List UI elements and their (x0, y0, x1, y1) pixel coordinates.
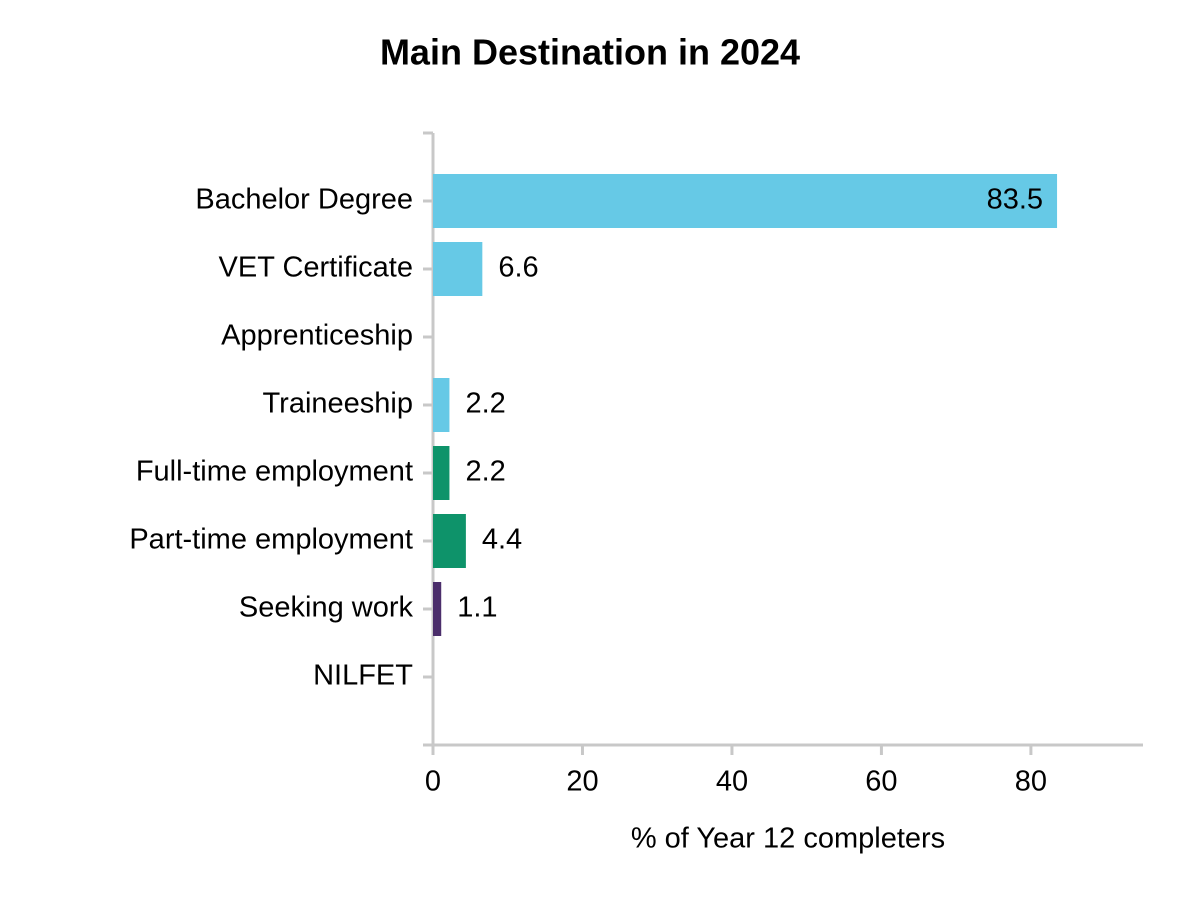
bar (433, 514, 466, 568)
y-tick-label: Part-time employment (129, 524, 413, 556)
value-label: 4.4 (482, 524, 522, 556)
y-tick-label: Apprenticeship (221, 320, 413, 352)
value-label: 2.2 (465, 456, 505, 488)
bar (433, 174, 1058, 228)
x-tick-label: 20 (566, 766, 598, 798)
x-tick-label: 80 (1015, 766, 1047, 798)
y-tick-label: Bachelor Degree (195, 184, 413, 216)
y-tick-label: Traineeship (263, 388, 413, 420)
bar (433, 378, 450, 432)
y-tick-label: VET Certificate (219, 252, 413, 284)
value-label: 6.6 (498, 252, 538, 284)
x-tick-label: 60 (865, 766, 897, 798)
y-tick-label: Seeking work (239, 592, 414, 624)
y-tick-label: Full-time employment (136, 456, 413, 488)
bar (433, 582, 442, 636)
x-tick-label: 40 (716, 766, 748, 798)
x-tick-label: 0 (425, 766, 441, 798)
y-tick-label: NILFET (313, 660, 413, 692)
value-label: 2.2 (465, 388, 505, 420)
value-label: 83.5 (987, 184, 1043, 216)
chart-title: Main Destination in 2024 (380, 32, 800, 73)
bar (433, 446, 450, 500)
x-axis-label: % of Year 12 completers (631, 823, 945, 855)
value-label: 1.1 (457, 592, 497, 624)
bar (433, 242, 483, 296)
